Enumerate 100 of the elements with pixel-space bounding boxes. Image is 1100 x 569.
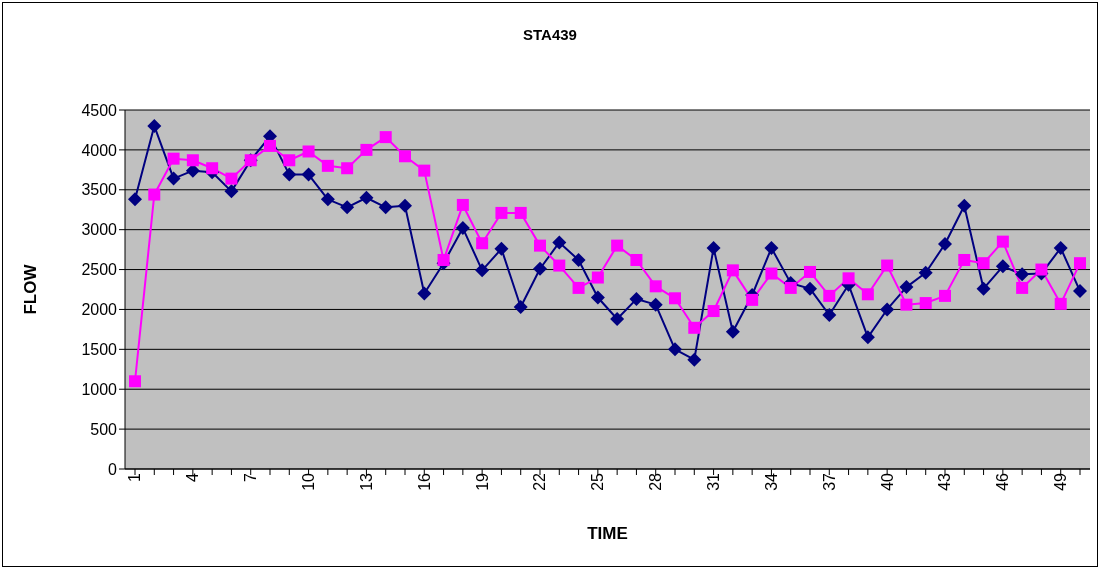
point <box>302 145 315 158</box>
point <box>1073 284 1087 299</box>
y-tick-label: 4000 <box>81 141 118 159</box>
point <box>398 198 412 213</box>
point <box>976 281 991 296</box>
point <box>264 139 276 152</box>
point <box>958 253 971 266</box>
point <box>822 308 837 323</box>
point <box>860 330 875 345</box>
point <box>495 206 508 219</box>
point <box>610 312 625 327</box>
point <box>475 263 490 278</box>
point <box>611 239 624 252</box>
x-axis-title: TIME <box>587 524 628 543</box>
point <box>784 281 797 294</box>
point <box>359 190 374 205</box>
x-tick-label: 49 <box>1052 472 1070 491</box>
point <box>147 118 162 133</box>
point <box>707 305 720 318</box>
y-tick-label: 3500 <box>81 181 118 199</box>
point <box>1035 263 1048 276</box>
point <box>861 288 874 301</box>
point <box>418 164 431 177</box>
point <box>725 324 740 339</box>
point <box>513 300 528 315</box>
point <box>918 265 933 280</box>
point <box>186 154 199 167</box>
x-tick-label: 1 <box>126 472 144 482</box>
x-tick-label: 43 <box>936 472 954 491</box>
point <box>572 281 585 294</box>
x-tick-label: 22 <box>531 472 549 491</box>
point <box>919 297 932 310</box>
point <box>341 162 354 175</box>
point <box>669 292 681 305</box>
point <box>417 286 432 301</box>
point <box>996 235 1009 248</box>
y-tick-label: 2500 <box>81 261 118 279</box>
point <box>282 167 297 182</box>
point <box>649 280 662 293</box>
point <box>590 290 605 305</box>
point <box>688 321 701 334</box>
point <box>206 162 219 175</box>
x-tick-label: 25 <box>589 472 607 491</box>
x-tick-label: 46 <box>994 472 1012 491</box>
point <box>571 252 586 267</box>
point <box>880 302 895 317</box>
point <box>166 171 181 186</box>
point <box>957 198 972 213</box>
point <box>1015 267 1030 282</box>
point <box>899 280 914 295</box>
point <box>321 159 334 172</box>
y-tick-label: 1000 <box>81 380 118 398</box>
point <box>977 257 990 270</box>
x-tick-label: 37 <box>820 472 838 491</box>
y-tick-label: 3000 <box>81 221 118 239</box>
y-axis-title: FLOW <box>21 263 41 315</box>
point <box>128 192 142 207</box>
point <box>1053 241 1068 256</box>
point <box>706 241 721 256</box>
point <box>456 198 469 211</box>
point <box>378 200 393 215</box>
point <box>476 237 489 250</box>
point <box>534 239 546 252</box>
point <box>591 271 604 284</box>
point <box>764 241 779 256</box>
point <box>804 265 816 278</box>
x-tick-label: 10 <box>299 472 317 491</box>
point <box>900 298 913 311</box>
point <box>630 253 643 266</box>
point <box>514 206 527 219</box>
point <box>842 272 855 285</box>
x-tick-label: 31 <box>704 472 722 491</box>
point <box>399 150 411 163</box>
x-tick-label: 13 <box>357 472 375 491</box>
point <box>648 297 663 312</box>
x-tick-label: 28 <box>647 472 665 491</box>
point <box>455 221 470 236</box>
point <box>629 292 644 307</box>
y-tick-label: 4500 <box>81 101 118 119</box>
point <box>726 264 739 277</box>
point <box>687 352 702 367</box>
chart-title: STA439 <box>522 26 578 43</box>
x-tick-label: 16 <box>415 472 433 491</box>
point <box>938 237 952 252</box>
y-tick-label: 500 <box>90 420 118 438</box>
point <box>823 289 836 302</box>
y-tick-label: 0 <box>108 460 118 478</box>
point <box>224 184 239 199</box>
point <box>129 375 141 388</box>
point <box>494 241 509 256</box>
point <box>803 281 817 296</box>
point <box>167 152 180 165</box>
point <box>283 154 296 167</box>
y-tick-label: 2000 <box>81 301 118 319</box>
point <box>995 259 1010 274</box>
point <box>340 200 355 215</box>
x-tick-label: 19 <box>473 472 491 491</box>
point <box>301 167 316 182</box>
point <box>1016 281 1029 294</box>
point <box>360 143 373 156</box>
